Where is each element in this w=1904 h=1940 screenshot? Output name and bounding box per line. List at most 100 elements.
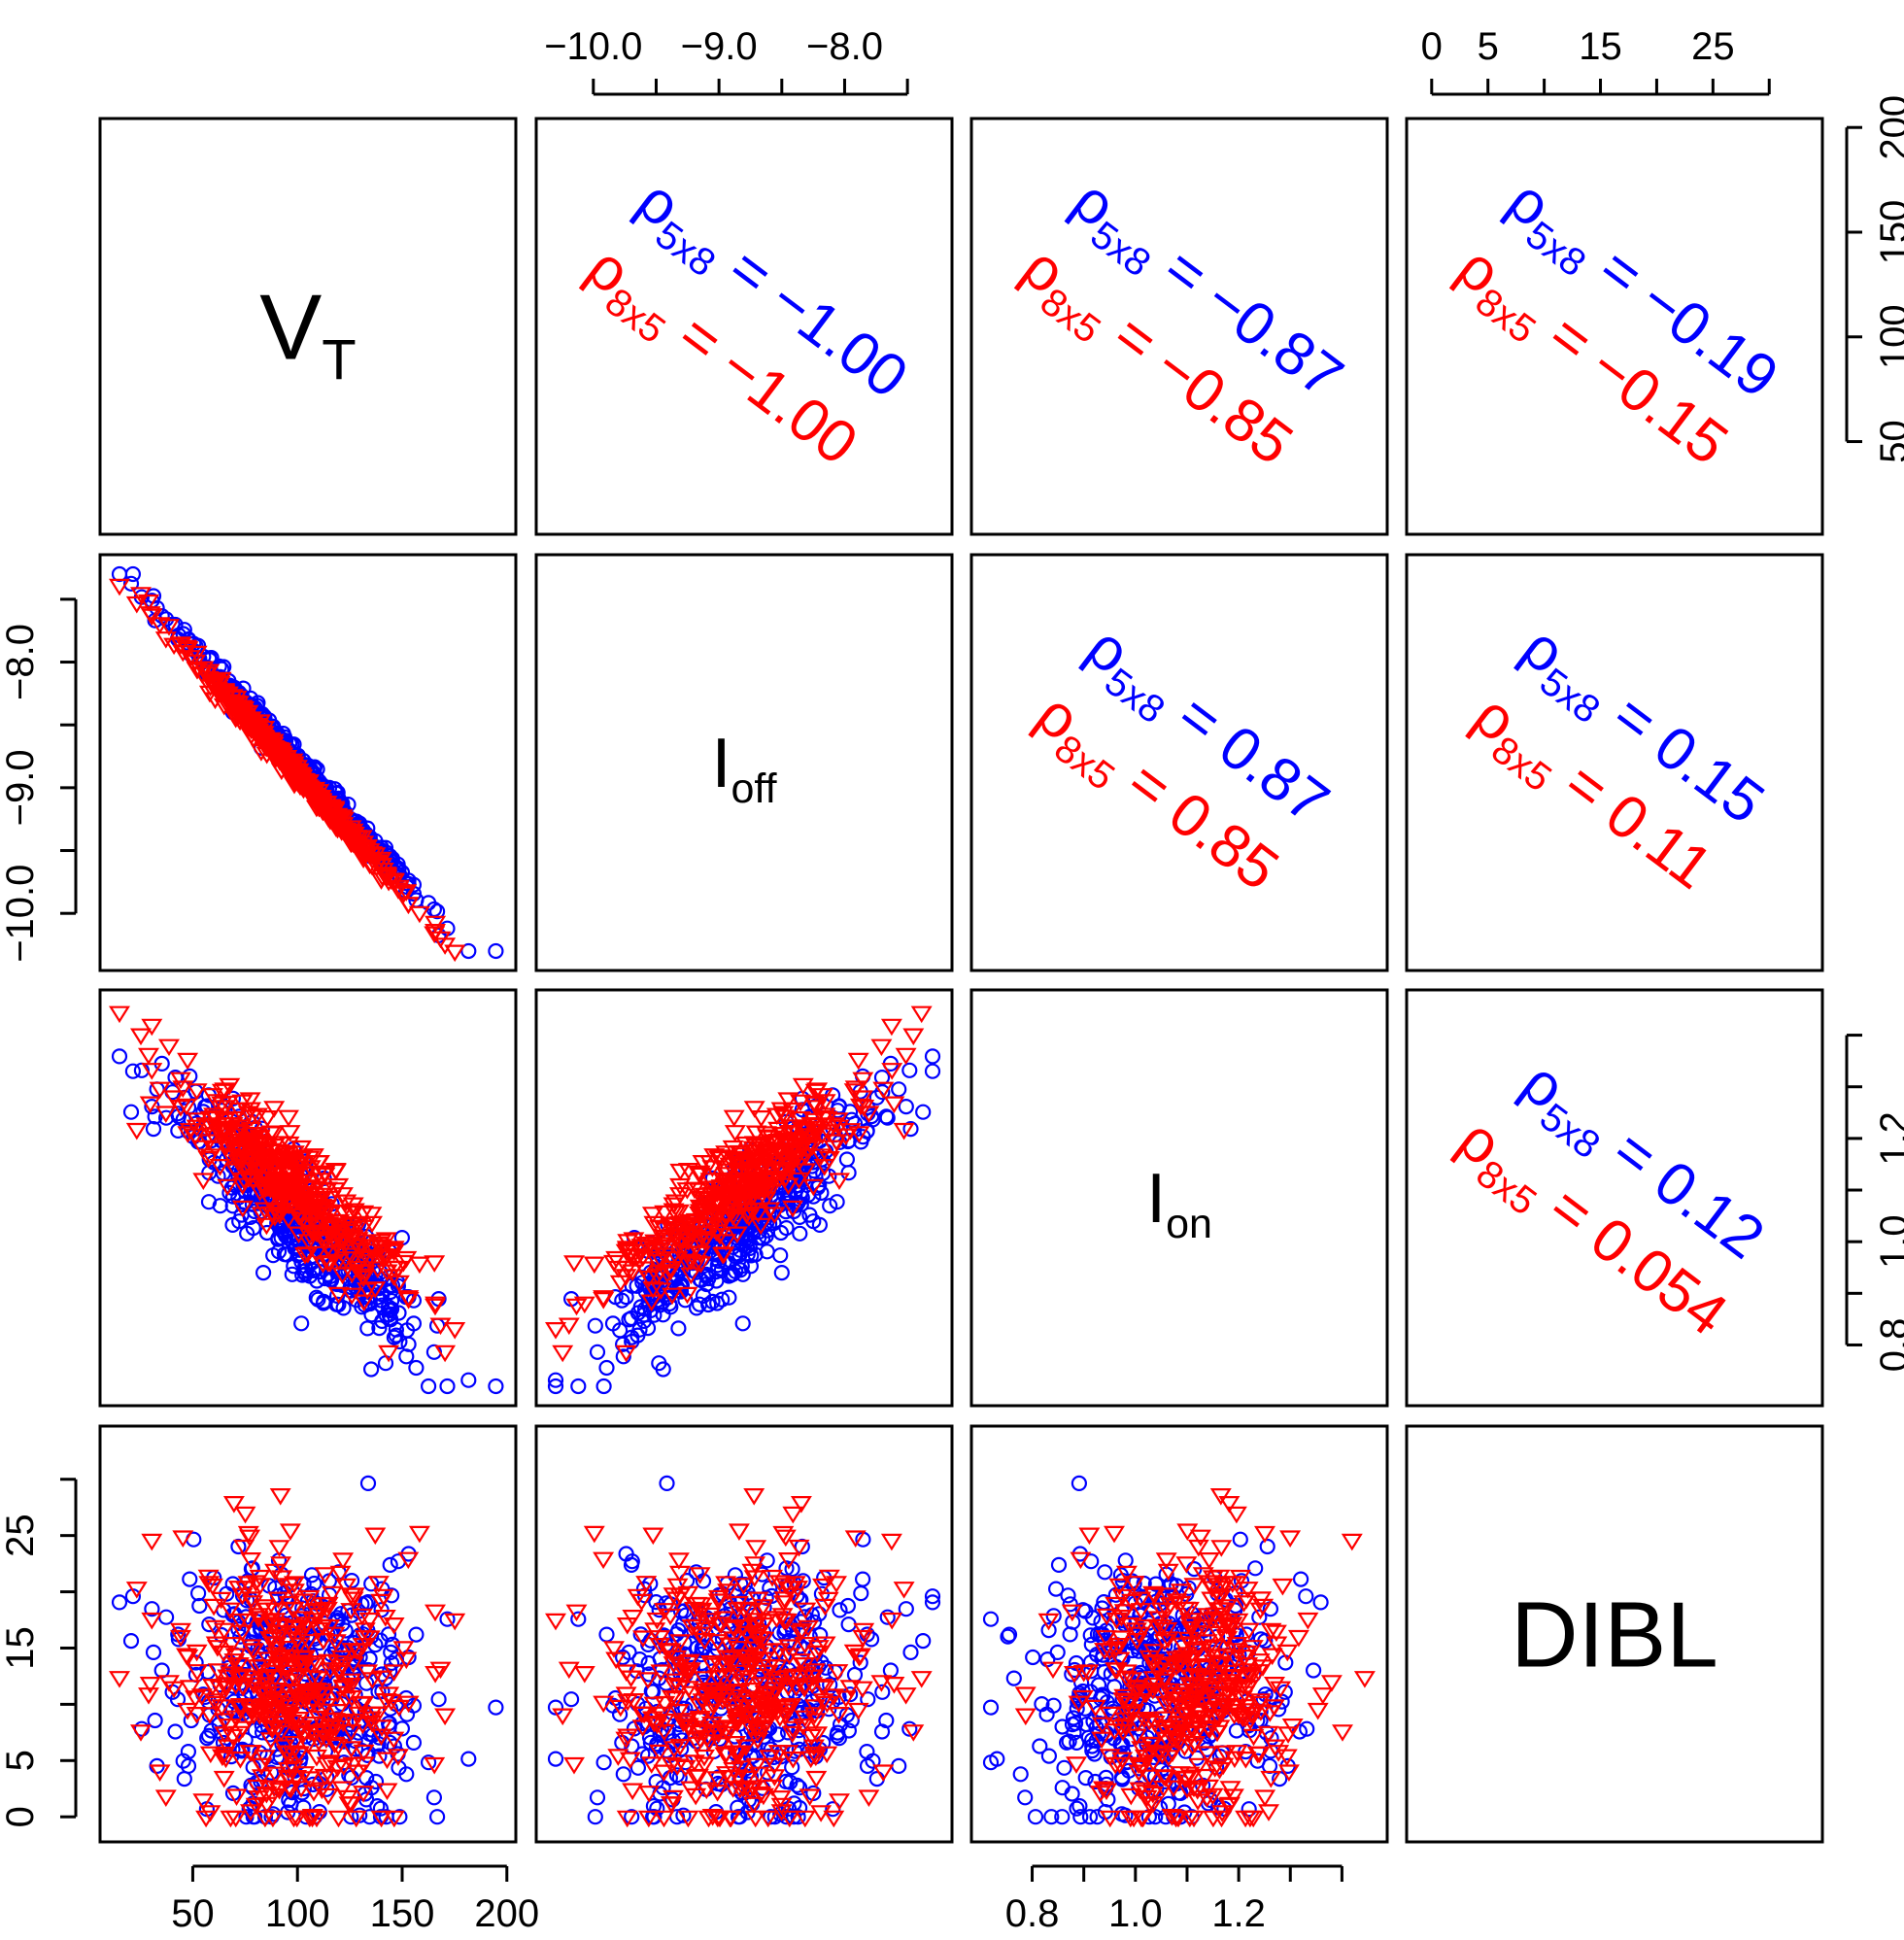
point-8x5 [383, 1731, 405, 1750]
point-8x5 [883, 1677, 905, 1694]
point-5x8 [860, 1691, 876, 1708]
point-5x8 [587, 1317, 603, 1334]
point-8x5 [268, 1780, 290, 1798]
point-5x8 [386, 1329, 402, 1345]
point-5x8 [384, 1654, 400, 1672]
point-8x5 [1202, 1810, 1224, 1828]
point-8x5 [352, 1717, 374, 1735]
point-5x8 [224, 1188, 242, 1205]
point-8x5 [1185, 1641, 1207, 1659]
point-8x5 [1201, 1680, 1223, 1698]
point-8x5 [1210, 1540, 1233, 1557]
point-8x5 [706, 1771, 729, 1788]
point-8x5 [732, 1176, 755, 1194]
point-5x8 [1045, 1608, 1062, 1624]
point-8x5 [1261, 1648, 1283, 1666]
point-5x8 [1082, 1627, 1099, 1644]
point-8x5 [638, 1786, 661, 1803]
point-8x5 [834, 1128, 857, 1146]
point-8x5 [242, 1134, 264, 1152]
point-8x5 [154, 1789, 177, 1807]
point-8x5 [724, 1125, 746, 1142]
point-5x8 [371, 1319, 388, 1337]
point-5x8 [623, 1556, 640, 1574]
point-8x5 [1235, 1752, 1257, 1769]
point-8x5 [205, 674, 227, 693]
point-8x5 [215, 1751, 237, 1769]
point-5x8 [901, 1720, 918, 1737]
point-8x5 [1277, 1764, 1300, 1782]
point-5x8 [147, 1712, 163, 1729]
point-8x5 [242, 721, 264, 738]
point-8x5 [573, 1666, 595, 1684]
point-5x8 [651, 1355, 667, 1372]
point-8x5 [661, 1796, 683, 1814]
point-8x5 [209, 1159, 231, 1176]
point-8x5 [357, 1282, 379, 1300]
point-8x5 [286, 1810, 308, 1828]
point-5x8 [460, 1372, 477, 1388]
point-8x5 [332, 1681, 355, 1698]
point-8x5 [707, 1593, 730, 1611]
point-5x8 [429, 903, 446, 920]
point-8x5 [1175, 1701, 1198, 1719]
point-8x5 [632, 1630, 654, 1648]
point-8x5 [367, 854, 390, 871]
panel-frame-0-1 [534, 117, 954, 536]
point-8x5 [565, 1298, 588, 1316]
point-8x5 [268, 1540, 290, 1557]
point-8x5 [622, 1264, 644, 1282]
point-8x5 [318, 1653, 340, 1672]
point-5x8 [547, 1699, 564, 1716]
point-8x5 [1209, 1589, 1231, 1608]
point-8x5 [737, 1166, 760, 1184]
point-5x8 [645, 1797, 663, 1815]
point-8x5 [202, 1679, 223, 1696]
point-8x5 [1254, 1789, 1276, 1807]
point-8x5 [320, 1245, 342, 1263]
point-8x5 [719, 1637, 740, 1655]
point-8x5 [660, 1264, 682, 1281]
point-8x5 [358, 1612, 381, 1630]
point-8x5 [186, 1707, 208, 1724]
point-8x5 [299, 1717, 322, 1734]
point-8x5 [255, 1786, 278, 1804]
point-8x5 [149, 617, 171, 634]
point-8x5 [1042, 1661, 1064, 1680]
point-8x5 [444, 1322, 466, 1340]
point-8x5 [689, 1712, 711, 1730]
point-8x5 [376, 868, 398, 885]
point-8x5 [275, 1691, 297, 1709]
point-8x5 [324, 1719, 347, 1738]
point-5x8 [874, 1684, 891, 1700]
point-5x8 [421, 1378, 437, 1395]
point-8x5 [198, 1576, 221, 1593]
point-8x5 [685, 1769, 707, 1787]
point-8x5 [1242, 1728, 1265, 1747]
point-5x8 [1259, 1538, 1275, 1555]
point-8x5 [751, 1692, 773, 1710]
point-8x5 [743, 1488, 765, 1506]
point-8x5 [267, 1655, 289, 1674]
point-8x5 [1195, 1660, 1217, 1678]
point-8x5 [249, 1578, 271, 1595]
point-8x5 [1126, 1633, 1148, 1651]
point-8x5 [1198, 1641, 1220, 1658]
point-8x5 [345, 1810, 367, 1828]
point-8x5 [1143, 1653, 1166, 1672]
point-8x5 [805, 1770, 828, 1788]
point-8x5 [811, 1679, 833, 1696]
point-5x8 [873, 1069, 891, 1086]
point-5x8 [1120, 1762, 1138, 1779]
point-8x5 [813, 1159, 835, 1176]
point-8x5 [796, 1666, 817, 1684]
point-5x8 [124, 565, 141, 583]
point-8x5 [849, 1648, 871, 1666]
point-8x5 [1182, 1679, 1204, 1697]
point-8x5 [306, 1225, 327, 1243]
point-8x5 [346, 830, 368, 847]
point-5x8 [1071, 1797, 1088, 1815]
point-5x8 [439, 1378, 456, 1395]
panel-frame-3-3 [1405, 1424, 1824, 1844]
point-8x5 [255, 1677, 277, 1694]
